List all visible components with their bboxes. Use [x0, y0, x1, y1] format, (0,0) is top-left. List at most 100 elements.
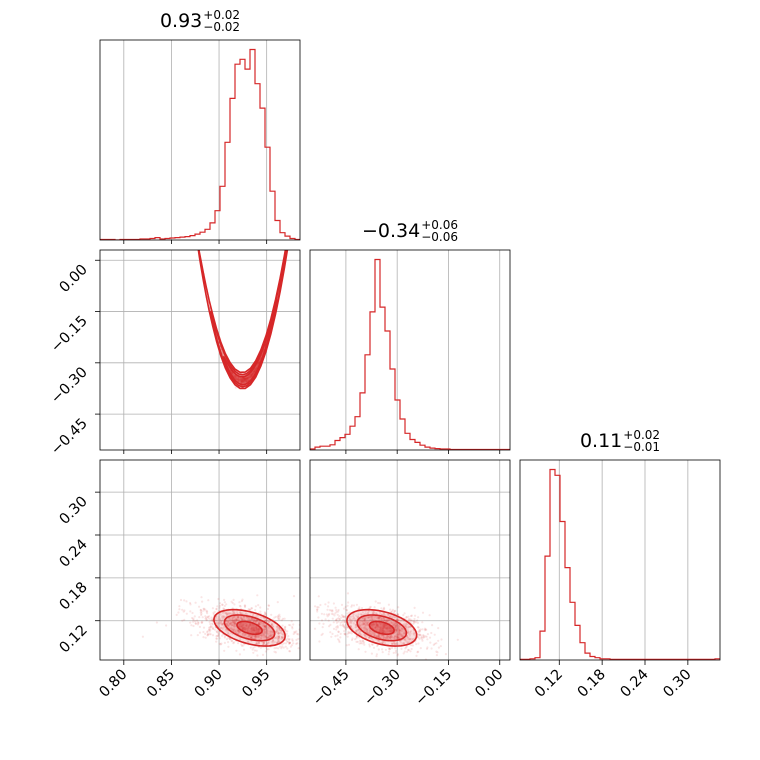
sample-point: [384, 631, 387, 634]
sample-point: [215, 635, 218, 638]
sample-point: [254, 621, 257, 624]
sample-point: [400, 627, 403, 630]
sample-point: [373, 610, 376, 613]
sample-point: [372, 624, 375, 627]
sample-point: [249, 376, 252, 379]
sample-point: [232, 373, 235, 376]
sample-point: [244, 604, 247, 607]
sample-point: [383, 624, 386, 627]
sample-point: [240, 625, 243, 628]
sample-point: [344, 615, 347, 618]
sample-point: [254, 608, 257, 612]
sample-point: [215, 608, 218, 611]
sample-point: [248, 623, 252, 626]
sample-point: [418, 629, 422, 633]
sample-point: [317, 616, 320, 619]
sample-point: [264, 625, 267, 628]
sample-point: [410, 647, 413, 651]
sample-point: [240, 377, 243, 381]
sample-point: [225, 622, 228, 625]
sample-point: [231, 372, 234, 375]
sample-point: [258, 623, 261, 626]
sample-point: [246, 636, 249, 639]
sample-point: [231, 617, 234, 620]
sample-point: [240, 378, 243, 381]
sample-point: [194, 622, 197, 625]
sample-point: [278, 635, 281, 638]
sample-point: [253, 649, 256, 652]
sample-point: [371, 615, 374, 618]
sample-point: [248, 617, 251, 620]
contour-2-1-0: [346, 608, 418, 647]
sample-point: [390, 610, 394, 613]
sample-point: [241, 379, 244, 382]
sample-point: [232, 624, 235, 627]
sample-point: [376, 617, 380, 620]
sample-point: [250, 373, 253, 376]
sample-point: [251, 628, 254, 632]
sample-point: [317, 595, 320, 598]
sample-point: [239, 623, 242, 626]
sample-point: [276, 629, 279, 632]
sample-point: [349, 620, 352, 623]
sample-point: [406, 641, 409, 644]
sample-point: [403, 638, 406, 641]
sample-point: [236, 615, 240, 619]
sample-point: [232, 621, 235, 624]
sample-point: [218, 642, 221, 646]
sample-point: [174, 74, 176, 76]
sample-point: [379, 636, 382, 639]
sample-point: [287, 245, 289, 247]
sample-point: [406, 631, 409, 634]
sample-point: [373, 634, 376, 637]
sample-point: [413, 606, 416, 610]
sample-point: [237, 378, 240, 381]
sample-point: [293, 631, 296, 634]
sample-point: [344, 605, 347, 609]
sample-point: [235, 618, 238, 622]
sample-point: [383, 607, 386, 610]
sample-point: [406, 641, 409, 644]
sample-point: [263, 611, 266, 614]
sample-point: [409, 630, 413, 633]
ytick-label-2-2: 0.18: [57, 579, 91, 613]
sample-point: [230, 624, 233, 627]
sample-point: [290, 223, 292, 225]
sample-point: [422, 636, 425, 639]
sample-point: [361, 611, 364, 614]
sample-point: [371, 638, 374, 641]
sample-point: [429, 641, 432, 644]
sample-point: [366, 612, 369, 615]
sample-point: [414, 614, 417, 617]
sample-point: [368, 645, 371, 648]
sample-point: [256, 363, 260, 366]
sample-point: [329, 631, 332, 634]
sample-point: [422, 636, 425, 639]
sample-point: [237, 378, 240, 381]
sample-point: [245, 377, 248, 380]
sample-point: [394, 643, 397, 646]
sample-point: [328, 612, 331, 616]
sample-point: [366, 623, 370, 627]
sample-point: [235, 378, 239, 381]
sample-point: [257, 631, 260, 634]
sample-point: [178, 605, 181, 608]
sample-point: [250, 373, 254, 376]
sample-point: [256, 619, 259, 622]
sample-point: [383, 630, 386, 633]
sample-point: [242, 644, 245, 647]
sample-point: [240, 618, 244, 621]
sample-point: [280, 637, 283, 641]
sample-point: [386, 635, 389, 638]
sample-point: [241, 380, 244, 384]
sample-point: [235, 618, 238, 621]
sample-point: [269, 634, 272, 638]
sample-point: [233, 611, 236, 614]
sample-point: [243, 626, 246, 630]
sample-point: [370, 625, 373, 628]
sample-point: [400, 634, 403, 637]
sample-point: [356, 615, 359, 618]
sample-point: [239, 378, 242, 381]
sample-point: [244, 377, 248, 380]
sample-point: [250, 375, 253, 378]
